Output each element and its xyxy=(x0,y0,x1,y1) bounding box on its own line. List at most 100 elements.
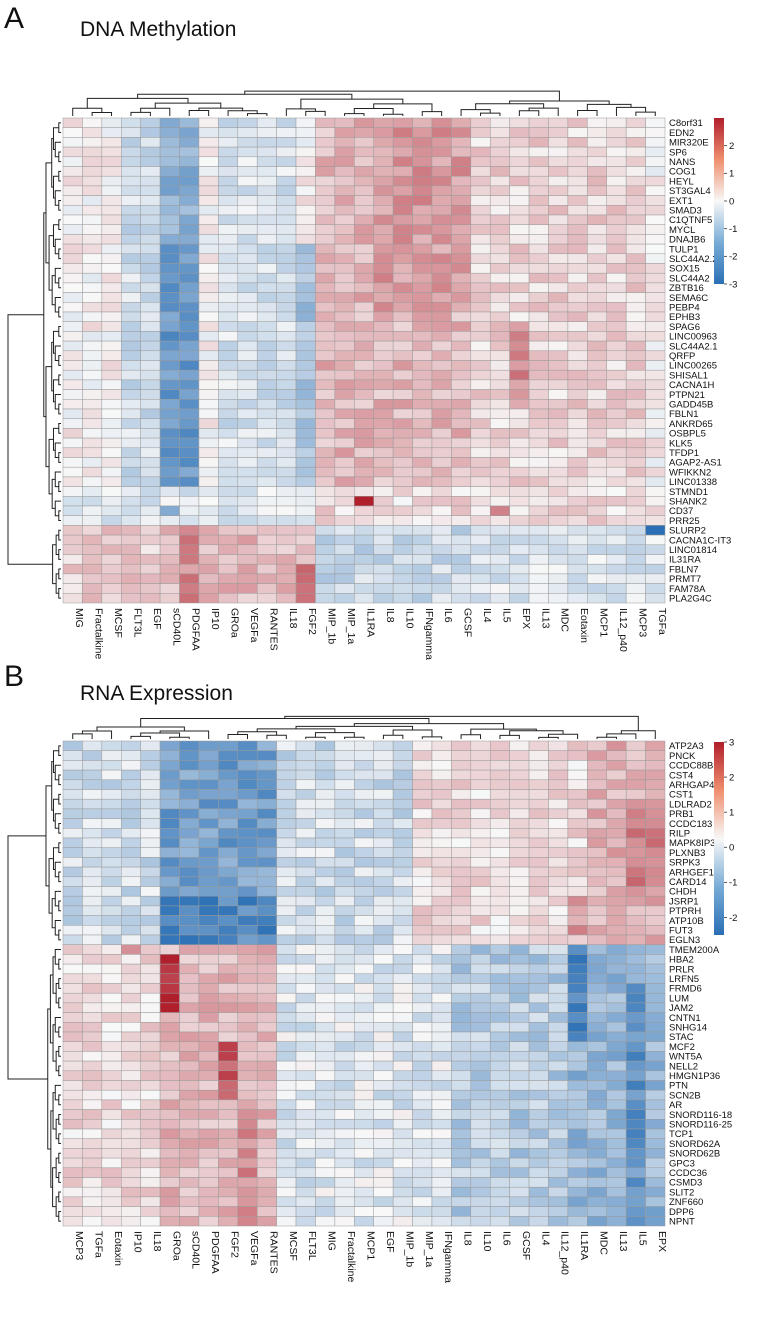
heatmap-cell xyxy=(237,1051,258,1062)
heatmap-cell xyxy=(121,544,141,555)
heatmap-cell xyxy=(334,944,355,955)
heatmap-cell xyxy=(354,1186,374,1198)
heatmap-cell xyxy=(276,1031,297,1042)
heatmap-cell xyxy=(625,146,646,158)
row-label: HMGN1P36 xyxy=(669,1071,720,1082)
heatmap-cell xyxy=(509,263,530,274)
heatmap-cell xyxy=(587,895,607,907)
row-label: FRMD6 xyxy=(669,984,702,995)
heatmap-cell xyxy=(431,117,452,128)
heatmap-cell xyxy=(140,1060,161,1072)
heatmap-cell xyxy=(606,321,627,332)
heatmap-cell xyxy=(470,1206,491,1217)
heatmap-cell xyxy=(159,866,180,878)
heatmap-cell xyxy=(373,117,394,128)
heatmap-cell xyxy=(567,185,588,196)
row-dendrogram-link xyxy=(58,1065,61,1077)
heatmap-cell xyxy=(528,1031,549,1042)
heatmap-cell xyxy=(159,486,180,497)
heatmap-cell xyxy=(470,224,491,235)
heatmap-cell xyxy=(276,837,297,848)
heatmap-cell xyxy=(179,1157,200,1169)
heatmap-cell xyxy=(62,760,83,771)
heatmap-cell xyxy=(645,760,666,771)
heatmap-cell xyxy=(121,973,141,984)
heatmap-cell xyxy=(179,779,200,790)
heatmap-cell xyxy=(645,944,666,955)
heatmap-cell xyxy=(451,1012,472,1023)
heatmap-cell xyxy=(373,847,394,858)
heatmap-cell xyxy=(489,418,510,429)
heatmap-cell xyxy=(198,379,219,390)
heatmap-cell xyxy=(159,350,180,361)
heatmap-cell xyxy=(392,1041,413,1052)
heatmap-cell xyxy=(334,292,355,303)
heatmap-cell xyxy=(140,954,161,965)
heatmap-cell xyxy=(431,486,452,497)
heatmap-cell xyxy=(237,166,258,177)
heatmap-cell xyxy=(645,847,666,858)
heatmap-cell xyxy=(101,818,122,829)
heatmap-cell xyxy=(276,866,297,878)
heatmap-cell xyxy=(179,525,200,536)
heatmap-cell xyxy=(567,321,588,332)
heatmap-cell xyxy=(295,369,316,381)
heatmap-cell xyxy=(315,934,336,945)
heatmap-cell xyxy=(315,563,336,575)
heatmap-cell xyxy=(431,760,452,771)
heatmap-cell xyxy=(645,1206,666,1217)
heatmap-cell xyxy=(82,808,103,819)
heatmap-cell xyxy=(62,593,83,604)
heatmap-cell xyxy=(567,750,588,761)
heatmap-cell xyxy=(315,573,336,584)
heatmap-cell xyxy=(625,847,646,858)
heatmap-cell xyxy=(218,798,239,810)
heatmap-cell xyxy=(218,1070,239,1081)
heatmap-cell xyxy=(334,117,355,128)
heatmap-cell xyxy=(256,583,277,594)
heatmap-cell xyxy=(587,505,607,516)
heatmap-cell xyxy=(645,818,666,829)
heatmap-cell xyxy=(645,1196,666,1207)
heatmap-cell xyxy=(528,272,549,284)
heatmap-cell xyxy=(121,175,141,187)
heatmap-cell xyxy=(606,760,627,771)
heatmap-cell xyxy=(276,1022,297,1033)
heatmap-cell xyxy=(140,418,161,429)
heatmap-cell xyxy=(373,1167,394,1178)
heatmap-cell xyxy=(334,496,355,507)
heatmap-cell xyxy=(470,311,491,322)
heatmap-cell xyxy=(587,369,607,381)
heatmap-cell xyxy=(451,992,472,1004)
heatmap-cell xyxy=(159,1070,180,1081)
heatmap-cell xyxy=(121,486,141,497)
heatmap-cell xyxy=(528,847,549,858)
heatmap-cell xyxy=(392,292,413,303)
heatmap-cell xyxy=(625,1148,646,1159)
heatmap-cell xyxy=(159,925,180,936)
heatmap-cell xyxy=(451,1070,472,1081)
heatmap-cell xyxy=(159,224,180,235)
heatmap-cell xyxy=(218,408,239,419)
heatmap-cell xyxy=(354,593,374,604)
heatmap-cell xyxy=(295,769,316,781)
heatmap-cell xyxy=(625,457,646,468)
heatmap-cell xyxy=(62,486,83,497)
heatmap-cell xyxy=(159,399,180,410)
heatmap-cell xyxy=(509,369,530,381)
heatmap-cell xyxy=(237,915,258,926)
row-dendrogram-link xyxy=(58,306,61,318)
heatmap-cell xyxy=(179,340,200,352)
heatmap-cell xyxy=(548,534,569,546)
heatmap-cell xyxy=(489,1216,510,1227)
heatmap-cell xyxy=(315,311,336,322)
heatmap-cell xyxy=(548,476,569,487)
column-label: MIP_1a xyxy=(345,608,357,644)
heatmap-cell xyxy=(218,769,239,781)
heatmap-cell xyxy=(489,534,510,546)
heatmap-cell xyxy=(451,476,472,487)
heatmap-cell xyxy=(198,127,219,138)
heatmap-cell xyxy=(140,437,161,449)
heatmap-cell xyxy=(334,476,355,487)
heatmap-cell xyxy=(179,798,200,810)
